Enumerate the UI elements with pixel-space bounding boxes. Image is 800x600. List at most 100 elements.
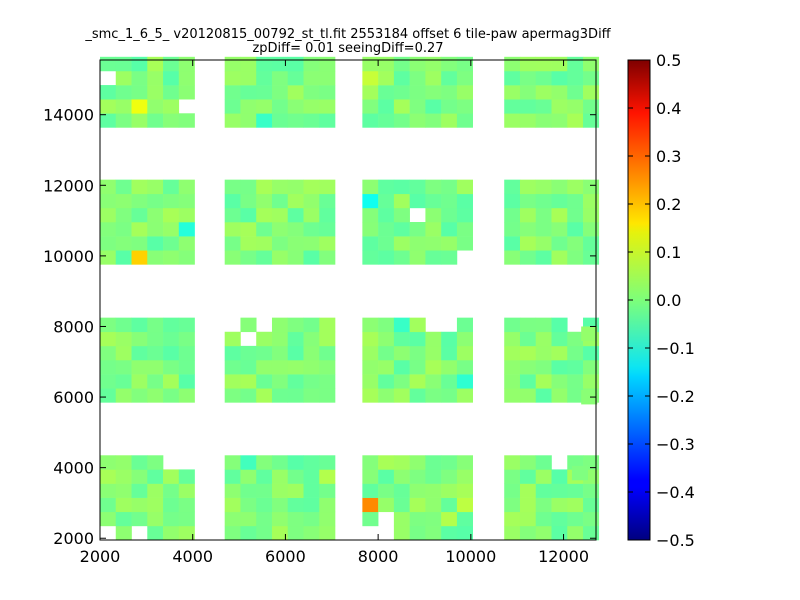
heatmap-cell	[551, 99, 568, 114]
heatmap-cell	[256, 56, 273, 72]
heatmap-cell	[551, 331, 568, 347]
heatmap-cell	[456, 483, 473, 498]
y-tick-label: 14000	[43, 106, 94, 125]
heatmap-cell	[441, 497, 458, 513]
heatmap-cell	[441, 469, 458, 484]
heatmap-cell	[378, 374, 395, 389]
heatmap-cell	[163, 113, 180, 128]
heatmap-cell	[271, 85, 289, 100]
colorbar-axis: 0.5 0.4 0.3 0.2 0.1 0.0 −0.1 −0.2 −0.3 −0.4 −0.5	[628, 51, 695, 550]
heatmap-cell	[163, 469, 180, 484]
heatmap-cell	[147, 469, 164, 484]
heatmap-cell	[409, 56, 426, 72]
heatmap-cell	[393, 222, 410, 237]
heatmap-cell	[583, 85, 600, 100]
heatmap-cell	[163, 483, 180, 498]
heatmap-cell	[504, 331, 521, 347]
heatmap-cell	[131, 469, 148, 484]
heatmap-cell	[583, 179, 600, 195]
heatmap-cell	[535, 317, 552, 333]
y-tick-label: 2000	[53, 529, 94, 548]
heatmap-cell	[567, 250, 584, 265]
heatmap-cell	[425, 207, 442, 223]
heatmap-cell	[567, 99, 584, 114]
heatmap-cell	[567, 236, 584, 251]
heatmap-cell	[378, 497, 395, 513]
heatmap-cell	[583, 70, 600, 86]
heatmap-cell	[551, 193, 568, 209]
heatmap-cell	[178, 331, 195, 347]
heatmap-cell	[319, 360, 336, 375]
heatmap-cell	[240, 207, 257, 223]
heatmap-cell	[441, 179, 458, 195]
x-tick-label: 10000	[445, 547, 496, 566]
heatmap-cell	[287, 455, 304, 470]
heatmap-cell	[287, 85, 304, 100]
heatmap-cell	[378, 207, 395, 223]
heatmap-cell	[256, 70, 273, 86]
heatmap-cell	[409, 236, 426, 251]
chart-title-line-1: _smc_1_6_5_ v20120815_00792_st_tl.fit 25…	[84, 27, 611, 42]
heatmap-cell	[240, 374, 257, 389]
heatmap-cell	[131, 374, 148, 389]
heatmap-cell	[115, 236, 132, 251]
heatmap-cell	[535, 99, 552, 114]
heatmap-cell	[303, 56, 320, 72]
heatmap-cell	[583, 360, 600, 375]
colorbar-tick-label: −0.2	[656, 387, 695, 406]
heatmap-cell	[409, 345, 426, 361]
heatmap-cell	[115, 455, 132, 470]
heatmap-cell	[378, 179, 395, 195]
heatmap-cell	[131, 497, 148, 513]
heatmap-cell	[456, 455, 473, 470]
heatmap-cell	[362, 222, 379, 237]
heatmap-cell	[240, 99, 257, 114]
heatmap-cell	[303, 70, 320, 86]
heatmap-cell	[163, 207, 180, 223]
heatmap-cell	[425, 374, 442, 389]
heatmap-cell	[551, 179, 568, 195]
heatmap-cell	[567, 374, 584, 389]
heatmap-cell	[147, 99, 164, 114]
heatmap-cell	[409, 525, 426, 541]
heatmap-cell	[393, 360, 410, 375]
heatmap-cell	[567, 497, 584, 513]
heatmap-cell	[567, 56, 584, 72]
heatmap-cell	[287, 345, 304, 361]
heatmap-cell	[303, 483, 320, 498]
heatmap-cell	[147, 511, 164, 527]
heatmap-cell	[224, 56, 241, 72]
heatmap-cell	[271, 193, 289, 209]
heatmap-cell	[535, 222, 552, 237]
heatmap-cell	[147, 388, 164, 403]
heatmap-cell	[504, 113, 521, 128]
heatmap-cell	[224, 497, 241, 513]
heatmap-cell	[303, 222, 320, 237]
heatmap-cell	[115, 317, 132, 333]
heatmap-cell	[504, 455, 521, 470]
heatmap-cell	[287, 236, 304, 251]
heatmap-cell	[240, 222, 257, 237]
heatmap-cell	[393, 455, 410, 470]
heatmap-cell	[362, 85, 379, 100]
heatmap-cell	[178, 179, 195, 195]
heatmap-cell	[456, 511, 473, 527]
heatmap-cell	[178, 525, 195, 541]
heatmap-cell	[319, 85, 336, 100]
heatmap-cell	[100, 455, 117, 470]
heatmap-cell	[147, 483, 164, 498]
heatmap-cell	[100, 331, 117, 347]
heatmap-cell	[409, 374, 426, 389]
heatmap-cell	[319, 99, 336, 114]
heatmap-cell	[583, 56, 600, 72]
heatmap-cell	[504, 207, 521, 223]
heatmap-cell	[535, 207, 552, 223]
heatmap-cell	[583, 193, 600, 209]
heatmap-cell	[456, 193, 473, 209]
heatmap-cell	[409, 331, 426, 347]
heatmap-cell	[581, 390, 598, 405]
heatmap-cell	[378, 250, 395, 265]
heatmap-cell	[409, 193, 426, 209]
heatmap-cell	[147, 222, 164, 237]
heatmap-cell	[100, 511, 117, 527]
